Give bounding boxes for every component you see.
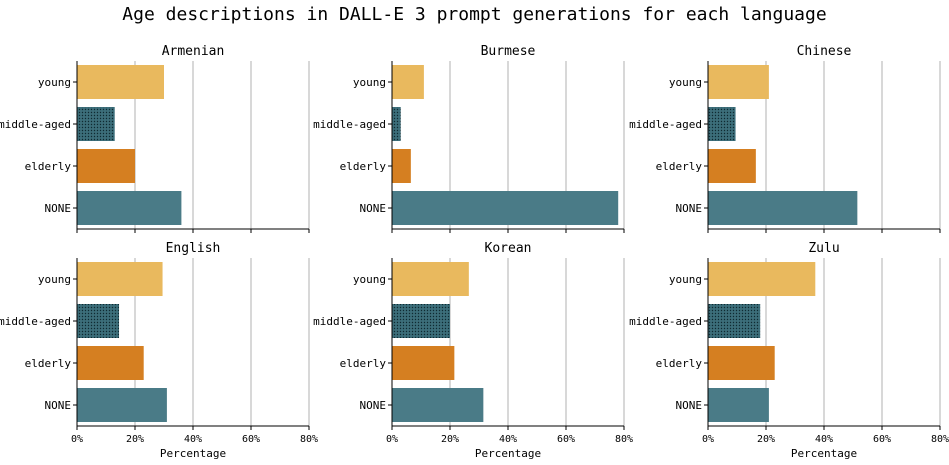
bar-young (392, 65, 424, 99)
bar-none (708, 388, 769, 422)
bar-middle-aged (392, 304, 450, 338)
x-axis-label: Percentage (791, 447, 857, 460)
y-tick-label: young (669, 76, 702, 89)
bar-young (77, 65, 164, 99)
bar-young (392, 262, 469, 296)
y-tick-label: middle-aged (629, 315, 702, 328)
y-tick-label: NONE (676, 399, 703, 412)
subplot-title: Burmese (481, 44, 536, 59)
subplot-zulu: Zulu young middle-aged elderly NONE 0% 20% 40% 6… (629, 241, 949, 460)
y-tick-label: elderly (340, 160, 387, 173)
subplot-title: Chinese (797, 44, 852, 59)
x-tick-label: 20% (126, 434, 144, 445)
y-tick-label: middle-aged (313, 118, 386, 131)
bar-middle-aged (77, 304, 120, 338)
subplot-korean: Korean young middle-aged elderly NONE 0% 20% 40… (313, 241, 633, 460)
y-tick-label: young (38, 76, 71, 89)
bar-elderly (392, 149, 411, 183)
y-tick-label: young (669, 273, 702, 286)
y-tick-label: young (38, 273, 71, 286)
bar-young (77, 262, 163, 296)
y-tick-label: middle-aged (0, 118, 71, 131)
x-tick-label: 20% (757, 434, 775, 445)
x-tick-label: 60% (873, 434, 891, 445)
x-tick-label: 80% (931, 434, 949, 445)
y-tick-label: elderly (656, 160, 703, 173)
bar-middle-aged (77, 107, 115, 141)
x-tick-label: 0% (71, 434, 83, 445)
bar-elderly (708, 149, 756, 183)
y-tick-label: elderly (656, 357, 703, 370)
y-tick-label: elderly (25, 160, 72, 173)
subplot-english: English young middle-aged elderly NONE 0% 20% 4… (0, 241, 318, 460)
x-tick-label: 80% (615, 434, 633, 445)
x-axis-label: Percentage (475, 447, 541, 460)
chart-title: Age descriptions in DALL-E 3 prompt gene… (122, 4, 827, 25)
subplot-title: Zulu (808, 241, 839, 256)
bar-none (77, 191, 182, 225)
bar-elderly (77, 346, 144, 380)
bar-none (708, 191, 858, 225)
x-tick-label: 20% (441, 434, 459, 445)
x-axis-label: Percentage (160, 447, 226, 460)
x-tick-label: 0% (386, 434, 398, 445)
bar-middle-aged (392, 107, 401, 141)
x-tick-label: 60% (557, 434, 575, 445)
bar-middle-aged (708, 304, 761, 338)
y-tick-label: middle-aged (313, 315, 386, 328)
bar-middle-aged (708, 107, 736, 141)
y-tick-label: middle-aged (0, 315, 71, 328)
x-tick-label: 40% (184, 434, 202, 445)
x-tick-label: 40% (815, 434, 833, 445)
y-tick-label: NONE (360, 399, 387, 412)
y-tick-label: young (353, 273, 386, 286)
y-tick-label: elderly (25, 357, 72, 370)
x-tick-label: 0% (702, 434, 714, 445)
subplot-title: Korean (485, 241, 532, 256)
y-tick-label: NONE (45, 399, 72, 412)
bar-none (392, 191, 619, 225)
subplot-burmese: Burmese young middle-aged elderly NONE (313, 44, 625, 233)
bar-young (708, 65, 769, 99)
subplot-armenian: Armenian young middle-aged elderly NONE (0, 44, 310, 233)
bar-elderly (708, 346, 775, 380)
y-tick-label: elderly (340, 357, 387, 370)
bar-elderly (392, 346, 455, 380)
x-tick-label: 60% (242, 434, 260, 445)
y-tick-label: young (353, 76, 386, 89)
subplot-title: Armenian (162, 44, 225, 59)
bar-elderly (77, 149, 135, 183)
x-tick-label: 40% (499, 434, 517, 445)
bar-none (392, 388, 484, 422)
x-tick-label: 80% (300, 434, 318, 445)
bar-young (708, 262, 816, 296)
y-tick-label: NONE (676, 202, 703, 215)
y-tick-label: NONE (45, 202, 72, 215)
bar-none (77, 388, 167, 422)
y-tick-label: middle-aged (629, 118, 702, 131)
subplot-chinese: Chinese young middle-aged elderly NONE (629, 44, 941, 233)
y-tick-label: NONE (360, 202, 387, 215)
subplot-title: English (166, 241, 221, 256)
